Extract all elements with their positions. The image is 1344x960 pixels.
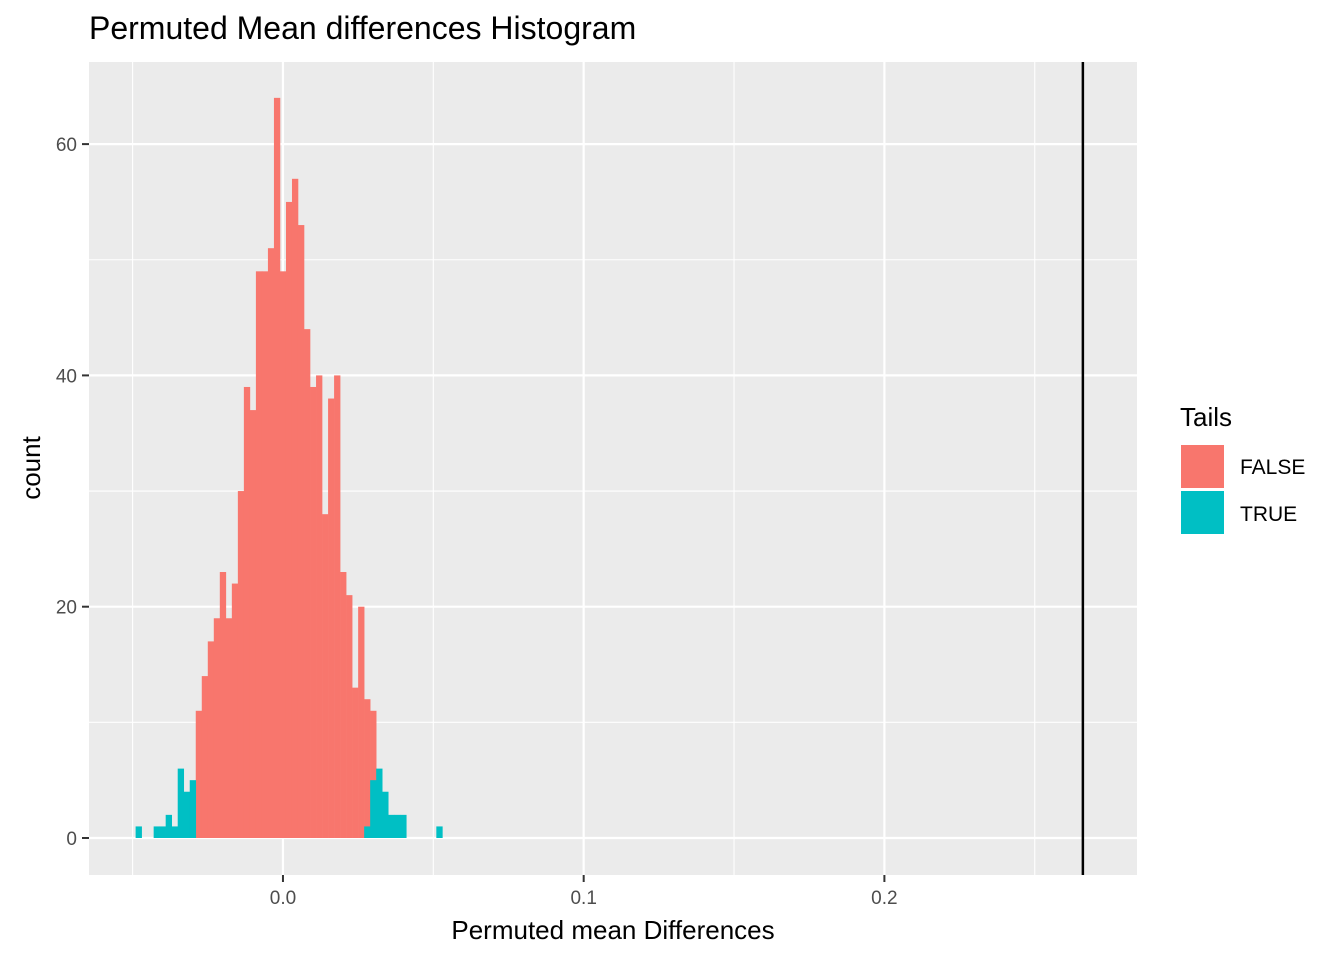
histogram-bar-true	[400, 814, 407, 838]
histogram-bar-false	[285, 201, 293, 838]
legend-label-false: FALSE	[1240, 456, 1305, 479]
histogram-bar-false	[267, 248, 275, 838]
histogram-bar-false	[219, 572, 227, 838]
histogram-bar-false	[328, 398, 335, 838]
histogram-bar-true	[364, 826, 371, 838]
histogram-bar-true	[382, 791, 389, 838]
histogram-bar-true	[135, 826, 142, 838]
legend-title: Tails	[1180, 402, 1232, 432]
x-axis-title: Permuted mean Differences	[451, 915, 774, 945]
histogram-bar-false	[255, 271, 263, 838]
histogram-bar-false	[207, 641, 215, 838]
y-axis: 0 20 40 60	[56, 135, 89, 850]
histogram-bar-false	[310, 386, 317, 838]
histogram-bar-true	[177, 768, 185, 838]
histogram-bar-true	[394, 814, 401, 838]
histogram-bar-true	[183, 791, 191, 838]
histogram-bar-false	[322, 514, 329, 838]
y-tick-label: 20	[56, 598, 77, 619]
histogram-bar-false	[213, 618, 221, 838]
histogram-bar-false	[291, 178, 299, 838]
histogram-bar-false	[243, 386, 251, 838]
x-axis: 0.0 0.1 0.2	[270, 875, 898, 909]
histogram-bar-false	[370, 710, 377, 838]
x-tick-label: 0.0	[270, 888, 296, 909]
histogram-bar-false	[201, 676, 209, 838]
y-tick-label: 60	[56, 135, 77, 156]
minor-gridlines	[89, 62, 1137, 875]
histogram-bar-false	[261, 271, 269, 838]
histogram-bar-true	[376, 768, 383, 838]
histogram-bar-false	[279, 271, 287, 838]
histogram-bar-true	[165, 814, 172, 838]
histogram-bar-false	[364, 699, 371, 838]
legend-key-false	[1181, 445, 1224, 488]
histogram-bar-false	[237, 491, 245, 838]
chart-title: Permuted Mean differences Histogram	[89, 10, 636, 46]
histogram-bar-false	[334, 375, 341, 838]
histogram-bar-false	[316, 375, 323, 838]
histogram-bar-false	[249, 410, 257, 838]
histogram-bar-true	[171, 826, 179, 838]
histogram-bar-false	[340, 572, 347, 838]
histogram-bar-true	[159, 826, 166, 838]
histogram-bar-false	[273, 97, 281, 838]
legend: Tails FALSE TRUE	[1180, 402, 1305, 534]
histogram-bar-true	[153, 826, 160, 838]
y-axis-title: count	[16, 435, 46, 499]
histogram-bar-true	[370, 780, 377, 838]
histogram-bar-false	[195, 710, 203, 838]
histogram-bar-false	[231, 583, 239, 838]
histogram-bar-false	[346, 595, 353, 838]
x-tick-label: 0.1	[570, 888, 596, 909]
histogram-bar-true	[388, 814, 395, 838]
histogram-bar-false	[297, 225, 305, 838]
histogram-bar-false	[352, 687, 359, 838]
histogram-bar-false	[225, 618, 233, 838]
series-false-bars	[195, 97, 377, 838]
histogram-bar-false	[304, 329, 311, 838]
x-tick-label: 0.2	[871, 888, 897, 909]
histogram-bar-true	[189, 780, 197, 838]
legend-key-true	[1181, 491, 1224, 534]
legend-label-true: TRUE	[1240, 503, 1297, 526]
y-tick-label: 40	[56, 366, 77, 387]
y-tick-label: 0	[66, 829, 77, 850]
histogram-bar-false	[358, 606, 365, 838]
series-true-bars	[135, 768, 443, 838]
histogram-bar-true	[436, 826, 443, 838]
